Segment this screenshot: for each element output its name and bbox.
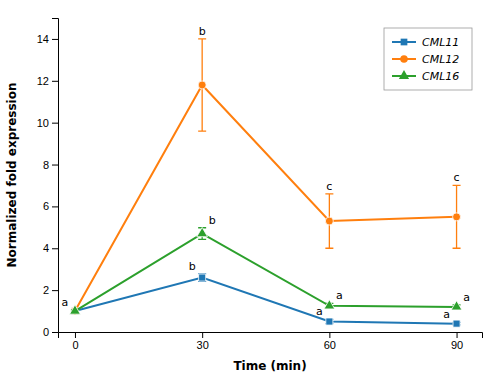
tick: 4 bbox=[43, 242, 58, 254]
tick-label: 4 bbox=[43, 242, 49, 254]
tick-mark bbox=[52, 39, 58, 40]
marker bbox=[453, 213, 461, 221]
legend-box bbox=[384, 28, 472, 90]
tick-label: 0 bbox=[43, 326, 49, 338]
tick-mark bbox=[52, 81, 58, 82]
tick: 0 bbox=[72, 332, 78, 351]
tick-label: 0 bbox=[72, 339, 78, 351]
tick: 10 bbox=[37, 117, 58, 129]
legend-item: CML16 bbox=[392, 70, 459, 83]
letter-annotation: a bbox=[463, 291, 470, 304]
tick: 60 bbox=[324, 332, 336, 351]
error-bar bbox=[198, 39, 206, 131]
letter-annotation: c bbox=[454, 171, 460, 184]
tick-mark bbox=[75, 332, 76, 338]
marker bbox=[199, 274, 206, 281]
marker bbox=[453, 320, 460, 327]
tick-mark bbox=[329, 332, 330, 338]
legend-label: CML12 bbox=[422, 53, 459, 66]
legend-marker bbox=[401, 39, 408, 46]
tick-mark bbox=[457, 332, 458, 338]
tick-label: 14 bbox=[37, 33, 49, 45]
x-axis-title: Time (min) bbox=[233, 359, 306, 373]
tick-label: 8 bbox=[43, 159, 49, 171]
y-axis: 0 2 4 6 8 10 12 14 bbox=[37, 19, 59, 339]
tick: 8 bbox=[43, 159, 58, 171]
line bbox=[75, 234, 457, 311]
line bbox=[75, 85, 457, 311]
series bbox=[70, 227, 462, 314]
tick-mark bbox=[52, 206, 58, 207]
tick-mark bbox=[52, 290, 58, 291]
legend-marker bbox=[400, 55, 408, 63]
tick: 12 bbox=[37, 75, 58, 87]
tick-label: 6 bbox=[43, 200, 49, 212]
marker bbox=[326, 318, 333, 325]
tick-mark bbox=[52, 123, 58, 124]
marker bbox=[325, 217, 333, 225]
x-axis: 0 30 60 90 bbox=[59, 332, 483, 351]
marker bbox=[198, 81, 206, 89]
letter-annotation: a bbox=[316, 305, 323, 318]
y-axis-title: Normalized fold expression bbox=[5, 83, 19, 268]
tick: 6 bbox=[43, 200, 58, 212]
tick: 2 bbox=[43, 284, 58, 296]
tick-label: 10 bbox=[37, 117, 49, 129]
letter-annotation: c bbox=[326, 180, 332, 193]
tick: 0 bbox=[43, 326, 58, 338]
marker bbox=[324, 300, 335, 309]
series bbox=[71, 274, 461, 327]
axis-line bbox=[59, 333, 483, 339]
letter-annotation: a bbox=[336, 289, 343, 302]
legend: CML11 CML12 CML16 bbox=[384, 28, 472, 90]
tick-label: 90 bbox=[451, 339, 463, 351]
tick-mark bbox=[202, 332, 203, 338]
letter-annotation: b bbox=[189, 260, 196, 273]
tick-mark bbox=[52, 332, 58, 333]
tick-label: 30 bbox=[197, 339, 209, 351]
legend-label: CML16 bbox=[422, 70, 459, 83]
axis-line bbox=[52, 19, 59, 333]
error-bar bbox=[453, 185, 461, 248]
legend-marker bbox=[399, 70, 409, 79]
chart: 030609002468101214abaabccbaaCML11CML12CM… bbox=[0, 0, 500, 380]
marker bbox=[197, 227, 208, 236]
tick-mark bbox=[52, 165, 58, 166]
error-bar bbox=[198, 274, 206, 282]
tick: 30 bbox=[197, 332, 209, 351]
marker bbox=[451, 301, 462, 310]
tick-label: 12 bbox=[37, 75, 49, 87]
marker bbox=[70, 305, 81, 314]
letter-annotation: a bbox=[443, 308, 450, 321]
tick-label: 2 bbox=[43, 284, 49, 296]
letter-annotation: b bbox=[199, 25, 206, 38]
error-bar bbox=[325, 194, 333, 248]
plot: 030609002468101214abaabccbaaCML11CML12CM… bbox=[37, 19, 483, 351]
letter-annotation: b bbox=[209, 214, 216, 227]
line bbox=[75, 278, 457, 324]
tick: 90 bbox=[451, 332, 463, 351]
legend-label: CML11 bbox=[422, 36, 459, 49]
tick-label: 60 bbox=[324, 339, 336, 351]
legend-item: CML12 bbox=[392, 53, 459, 66]
tick-mark bbox=[52, 248, 58, 249]
letter-annotation: a bbox=[62, 296, 69, 309]
tick: 14 bbox=[37, 33, 58, 45]
legend-item: CML11 bbox=[392, 36, 459, 49]
